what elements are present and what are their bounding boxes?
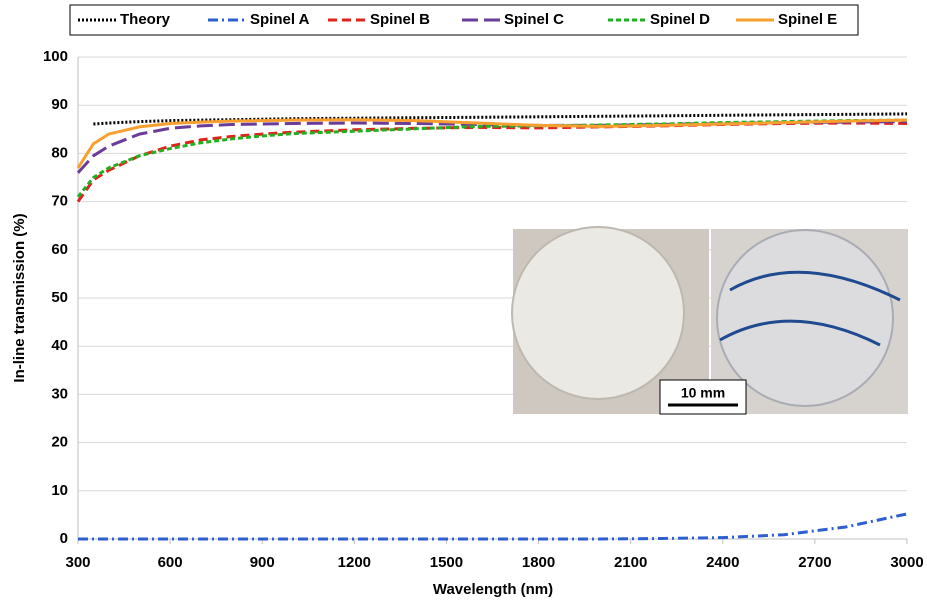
x-tick-label: 300 (65, 554, 90, 571)
y-tick-label: 70 (51, 193, 68, 210)
x-tick-label: 1800 (522, 554, 555, 571)
opaque-disc (511, 226, 685, 400)
inset-photo: 10 mm (511, 226, 908, 415)
y-tick-label: 20 (51, 434, 68, 451)
transparent-disc (716, 229, 894, 407)
legend-label: Spinel A (250, 11, 310, 28)
legend-label: Spinel E (778, 11, 837, 28)
x-tick-label: 1200 (338, 554, 371, 571)
x-tick-label: 2700 (798, 554, 831, 571)
y-tick-label: 100 (43, 48, 68, 65)
x-tick-label: 900 (250, 554, 275, 571)
series-line (76, 118, 908, 169)
scale-label: 10 mm (681, 385, 725, 401)
legend: Theory Spinel A Spinel B Spinel C Spinel D Sp… (78, 11, 837, 28)
y-tick-label: 80 (51, 144, 68, 161)
y-tick-label: 40 (51, 337, 68, 354)
x-axis-title: Wavelength (nm) (433, 581, 553, 598)
y-tick-label: 50 (51, 289, 68, 306)
legend-label: Spinel D (650, 11, 710, 28)
logo-swoosh (719, 270, 901, 347)
y-axis-title: In-line transmission (%) (11, 213, 28, 382)
x-tick-label: 1500 (430, 554, 463, 571)
series-line (76, 118, 908, 198)
scale-box (659, 379, 747, 415)
series-line (76, 120, 908, 174)
legend-label: Spinel C (504, 11, 564, 28)
y-tick-label: 90 (51, 96, 68, 113)
y-tick-label: 30 (51, 385, 68, 402)
x-tick-label: 2400 (706, 554, 739, 571)
legend-label: Spinel B (370, 11, 430, 28)
x-tick-label: 2100 (614, 554, 647, 571)
y-tick-label: 10 (51, 482, 68, 499)
legend-label: Theory (120, 11, 171, 28)
x-tick-label: 600 (158, 554, 183, 571)
y-tick-label: 0 (60, 530, 68, 547)
series-line (78, 512, 908, 541)
y-tick-label: 60 (51, 241, 68, 258)
series-line (76, 121, 908, 203)
x-tick-label: 3000 (890, 554, 923, 571)
